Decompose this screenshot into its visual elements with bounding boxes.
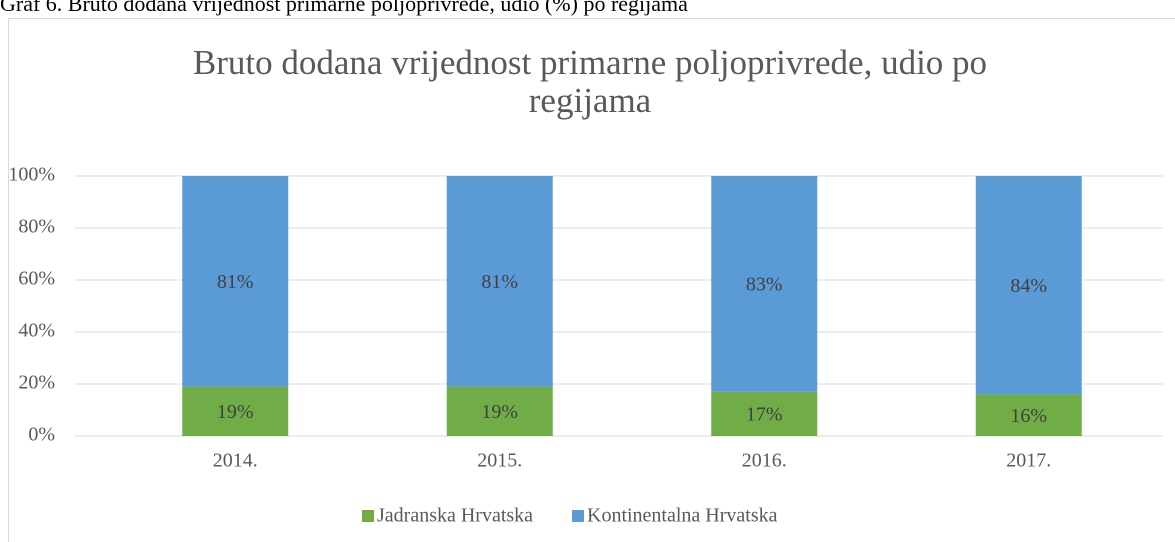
data-label: 19% [481,401,518,423]
legend-label: Kontinentalna Hrvatska [587,505,778,527]
bar-segment [182,386,289,436]
x-tick-label: 2016. [742,450,787,472]
bar-segment [182,176,289,387]
data-label: 16% [1010,405,1047,427]
y-tick-label: 20% [18,372,55,394]
bar-segment [711,176,818,392]
data-label: 81% [217,271,254,293]
legend-swatch [572,510,584,522]
bar-segment [446,386,553,436]
x-tick-label: 2014. [213,450,258,472]
chart-border [8,18,1175,542]
y-tick-label: 40% [18,320,55,342]
x-tick-label: 2017. [1006,450,1051,472]
data-label: 84% [1010,275,1047,297]
caption: Graf 6. Bruto dodana vrijednost primarne… [0,0,688,16]
legend-label: Jadranska Hrvatska [377,505,533,527]
data-label: 19% [217,401,254,423]
x-tick-label: 2015. [477,450,522,472]
y-tick-label: 100% [8,164,55,186]
chart-title: Bruto dodana vrijednost primarne poljopr… [192,43,988,120]
y-tick-label: 80% [18,216,55,238]
y-tick-label: 60% [18,268,55,290]
bar-segment [975,394,1082,436]
data-label: 17% [746,403,783,425]
y-tick-label: 0% [28,424,55,446]
bar-segment [975,176,1082,395]
bar-segment [446,176,553,387]
legend-swatch [362,510,374,522]
data-label: 81% [481,271,518,293]
bar-segment [711,391,818,436]
data-label: 83% [746,273,783,295]
